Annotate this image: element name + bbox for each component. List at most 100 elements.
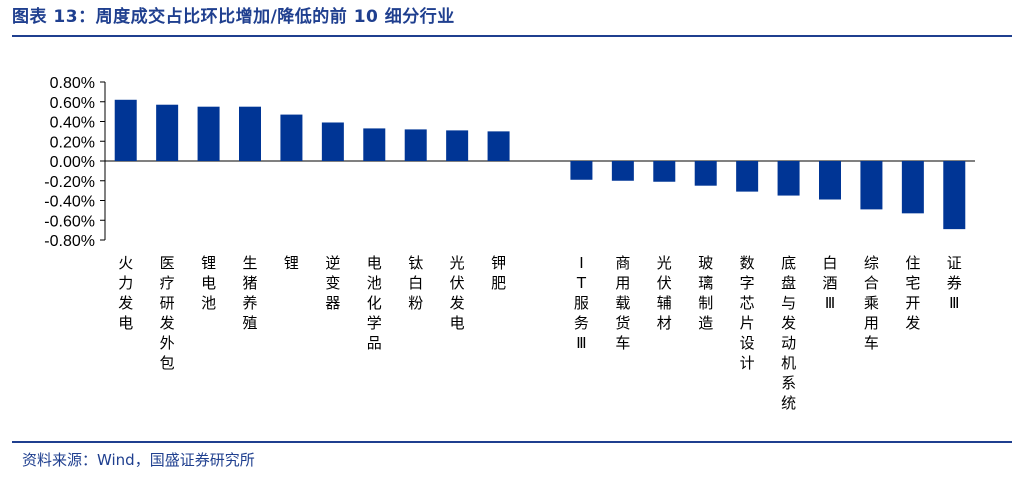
bar xyxy=(197,106,220,161)
bar xyxy=(114,99,137,161)
x-category-label: 底 xyxy=(781,254,796,272)
x-category-label: 车 xyxy=(615,334,630,352)
chart-title: 图表 13：周度成交占比环比增加/降低的前 10 细分行业 xyxy=(12,7,455,27)
x-category-label: Ⅲ xyxy=(576,334,586,352)
source-note: 资料来源：Wind，国盛证券研究所 xyxy=(22,451,255,469)
x-category-label: 综 xyxy=(864,254,879,272)
bar xyxy=(239,106,261,161)
bar xyxy=(570,161,593,180)
bar xyxy=(943,161,966,230)
x-category-label: 疗 xyxy=(160,274,175,292)
y-tick-label: -0.40% xyxy=(44,194,95,211)
y-tick-label: -0.60% xyxy=(44,213,95,230)
x-category-label: 品 xyxy=(367,334,382,352)
x-category-label: 造 xyxy=(698,314,713,332)
x-category-label: 电 xyxy=(367,254,382,272)
x-category-label: 货 xyxy=(615,314,630,332)
x-category-label: 粉 xyxy=(408,294,423,312)
x-category-label: 钾 xyxy=(491,254,506,272)
bar xyxy=(446,130,469,161)
x-category-label: 池 xyxy=(367,274,382,292)
bar xyxy=(736,161,759,192)
y-tick-label: 0.40% xyxy=(50,115,95,132)
x-category-label: 合 xyxy=(864,274,879,292)
bar xyxy=(901,161,924,214)
x-category-label: 殖 xyxy=(242,314,257,332)
y-tick-label: -0.80% xyxy=(44,233,95,250)
x-category-label: 逆 xyxy=(325,254,340,272)
x-category-label: 券 xyxy=(947,274,962,292)
x-category-label: 钛 xyxy=(408,254,423,272)
x-category-label: 发 xyxy=(160,314,175,332)
x-category-label: 芯 xyxy=(740,294,755,312)
x-category-label: 力 xyxy=(118,274,133,292)
x-category-label: 务 xyxy=(574,314,589,332)
x-category-label: 学 xyxy=(367,314,382,332)
x-category-label: 锂 xyxy=(201,254,216,272)
x-category-label: 材 xyxy=(657,314,672,332)
bar-chart: 0.80% 0.60% 0.40% 0.20% 0.00% -0.20% -0.40% -0.… xyxy=(44,75,975,412)
x-category-label: 乘 xyxy=(864,294,879,312)
x-category-label: 肥 xyxy=(491,274,506,292)
bar xyxy=(156,104,179,161)
x-category-label: 车 xyxy=(864,334,879,352)
bar xyxy=(280,114,303,161)
x-category-label: 玻 xyxy=(698,254,713,272)
x-category-label: 盘 xyxy=(781,274,796,292)
bar xyxy=(777,161,800,196)
x-category-label: Ⅲ xyxy=(825,294,835,312)
x-category-label: 池 xyxy=(201,294,216,312)
x-category-label: 宅 xyxy=(905,274,920,292)
x-category-label: 伏 xyxy=(657,274,672,292)
x-category-label: 外 xyxy=(160,334,175,352)
x-category-label: 伏 xyxy=(450,274,465,292)
x-category-label: 火 xyxy=(118,254,133,272)
x-category-label: 服 xyxy=(574,294,589,312)
x-category-label: 电 xyxy=(118,314,133,332)
x-category-label: 白 xyxy=(408,274,423,292)
top-divider xyxy=(12,35,1012,37)
x-category-label: 包 xyxy=(160,354,175,372)
bar xyxy=(694,161,717,186)
x-category-label: 研 xyxy=(160,294,175,312)
x-category-label: 发 xyxy=(781,314,796,332)
x-category-label: 酒 xyxy=(822,274,837,292)
x-category-label: 发 xyxy=(905,314,920,332)
x-category-label: 璃 xyxy=(698,274,713,292)
bar xyxy=(321,122,344,161)
chart-header: 图表 13：周度成交占比环比增加/降低的前 10 细分行业 xyxy=(12,3,1012,33)
x-category-label: Ⅲ xyxy=(949,294,959,312)
x-category-label: 变 xyxy=(325,274,340,292)
x-category-label: 化 xyxy=(367,294,382,312)
x-category-label: 与 xyxy=(781,294,796,312)
bar xyxy=(363,128,386,161)
x-category-label: 数 xyxy=(740,254,755,272)
y-tick-label: -0.20% xyxy=(44,174,95,191)
x-category-label: 光 xyxy=(450,254,465,272)
y-tick-label: 0.80% xyxy=(50,75,95,92)
x-category-label: 片 xyxy=(740,314,755,332)
x-category-label: 医 xyxy=(160,254,175,272)
x-category-label: 电 xyxy=(201,274,216,292)
bar xyxy=(404,129,427,161)
x-category-label: I xyxy=(579,254,583,272)
x-category-label: 辅 xyxy=(657,294,672,312)
x-category-label: T xyxy=(576,274,587,292)
x-category-label: 生 xyxy=(242,254,257,272)
x-category-label: 发 xyxy=(450,294,465,312)
x-category-label: 动 xyxy=(781,334,796,352)
bar xyxy=(653,161,676,182)
x-category-label: 系 xyxy=(781,374,796,392)
x-category-label: 计 xyxy=(740,354,755,372)
x-category-label: 统 xyxy=(781,394,796,412)
x-category-label: 设 xyxy=(740,334,755,352)
y-tick-label: 0.60% xyxy=(50,95,95,112)
x-category-label: 机 xyxy=(781,354,796,372)
x-category-label: 养 xyxy=(242,294,257,312)
x-category-label: 字 xyxy=(740,274,755,292)
bar xyxy=(487,131,510,161)
x-category-label: 用 xyxy=(615,274,630,292)
x-category-label: 发 xyxy=(118,294,133,312)
y-tick-label: 0.20% xyxy=(50,134,95,151)
bar xyxy=(860,161,883,210)
